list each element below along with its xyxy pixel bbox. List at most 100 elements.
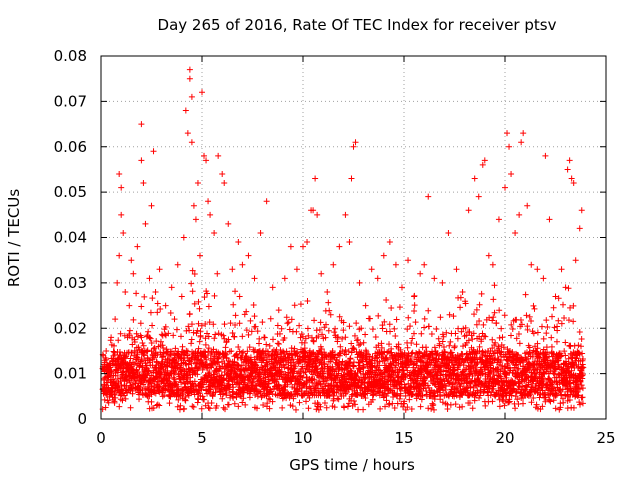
data-point [346,239,353,246]
data-point [150,148,157,155]
noise-point [225,357,232,364]
noise-point [372,333,379,340]
data-point [578,207,585,214]
noise-point [425,307,432,314]
data-point [182,107,189,114]
noise-point [190,403,197,410]
noise-point [194,399,201,406]
data-point [196,252,203,259]
data-point [146,275,153,282]
noise-point [236,320,243,327]
noise-point [206,405,213,412]
data-point [116,252,123,259]
x-axis-label: GPS time / hours [289,456,415,474]
data-point [120,229,127,236]
noise-point [207,350,214,357]
noise-point [230,389,237,396]
noise-point [298,331,305,338]
noise-point [227,320,234,327]
data-point [362,302,369,309]
y-tick-label: 0.05 [54,183,87,201]
noise-point [196,305,203,312]
data-point [504,130,511,137]
noise-point [362,331,369,338]
data-point [386,239,393,246]
noise-point [188,355,195,362]
data-point [417,270,424,277]
noise-point [159,393,166,400]
noise-point [186,310,193,317]
noise-point [107,373,114,380]
noise-point [185,323,192,330]
noise-point [469,336,476,343]
data-point [287,243,294,250]
data-point [174,261,181,268]
data-point [392,261,399,268]
noise-point [425,323,432,330]
data-point [118,184,125,191]
noise-point [579,385,586,392]
noise-point [176,375,183,382]
noise-point [230,301,237,308]
noise-point [199,393,206,400]
data-point [471,175,478,182]
noise-point [246,394,253,401]
noise-point [244,348,251,355]
data-point [421,261,428,268]
noise-point [211,335,218,342]
noise-point [170,332,177,339]
noise-point [326,307,333,314]
noise-point [188,280,195,287]
noise-point [235,403,242,410]
noise-point [202,335,209,342]
data-point [524,202,531,209]
noise-point [214,270,221,277]
data-point [245,252,252,259]
noise-point [331,329,338,336]
noise-point [303,398,310,405]
noise-point [388,305,395,312]
noise-point [183,327,190,334]
noise-point [528,317,535,324]
data-point [239,261,246,268]
data-point [318,270,325,277]
noise-point [202,320,209,327]
noise-point [237,392,244,399]
noise-point [446,311,453,318]
noise-point [204,361,211,368]
x-tick-label: 0 [96,429,106,447]
noise-point [199,384,206,391]
data-point [269,284,276,291]
noise-point [126,327,133,334]
noise-point [265,380,272,387]
noise-point [179,387,186,394]
noise-point [193,330,200,337]
noise-point [198,405,205,412]
data-point [190,202,197,209]
noise-point [205,303,212,310]
noise-point [408,340,415,347]
noise-point [197,328,204,335]
data-point [251,275,258,282]
noise-point [266,405,273,412]
noise-point [548,334,555,341]
data-point [576,225,583,232]
data-point [140,180,147,187]
data-point [134,243,141,250]
noise-point [220,404,227,411]
noise-point [383,296,390,303]
data-point [219,170,226,177]
noise-point [230,395,237,402]
data-point [229,266,236,273]
noise-point [297,301,304,308]
noise-point [164,369,171,376]
noise-point [141,293,148,300]
noise-point [342,346,349,353]
noise-point [579,400,586,407]
data-point [221,180,228,187]
noise-point [116,403,123,410]
noise-point [501,402,508,409]
noise-point [197,333,204,340]
y-tick-labels: 0 0.01 0.02 0.03 0.04 0.05 0.06 0.07 0.08 [54,47,87,428]
noise-point [263,341,270,348]
